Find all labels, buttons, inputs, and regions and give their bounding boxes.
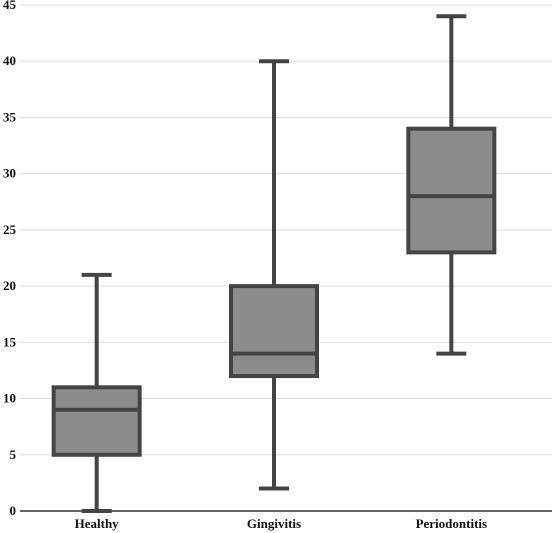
- iqr-box: [406, 126, 497, 255]
- x-tick-label: Periodontitis: [416, 516, 488, 531]
- y-tick-label: 15: [3, 334, 17, 349]
- y-tick-label: 10: [3, 391, 16, 406]
- boxes: [51, 14, 497, 513]
- x-tick-label: Healthy: [75, 516, 120, 531]
- y-tick-label: 25: [3, 222, 17, 237]
- y-tick-label: 40: [3, 53, 16, 68]
- x-tick-label: Gingivitis: [247, 516, 301, 531]
- y-tick-label: 30: [3, 166, 16, 181]
- y-tick-label: 35: [3, 109, 17, 124]
- y-tick-label: 0: [10, 503, 17, 518]
- iqr-box: [229, 284, 319, 379]
- box-gingivitis: [229, 59, 319, 491]
- box-healthy: [51, 272, 142, 513]
- y-tick-labels: 0 5 10 15 20 25 30 35 40 45: [3, 0, 17, 518]
- iqr-box: [51, 385, 142, 457]
- y-tick-label: 20: [3, 278, 16, 293]
- box-periodontitis: [406, 14, 497, 356]
- y-tick-label: 45: [3, 0, 17, 12]
- x-tick-labels: Healthy Gingivitis Periodontitis: [75, 516, 487, 531]
- y-tick-label: 5: [10, 447, 17, 462]
